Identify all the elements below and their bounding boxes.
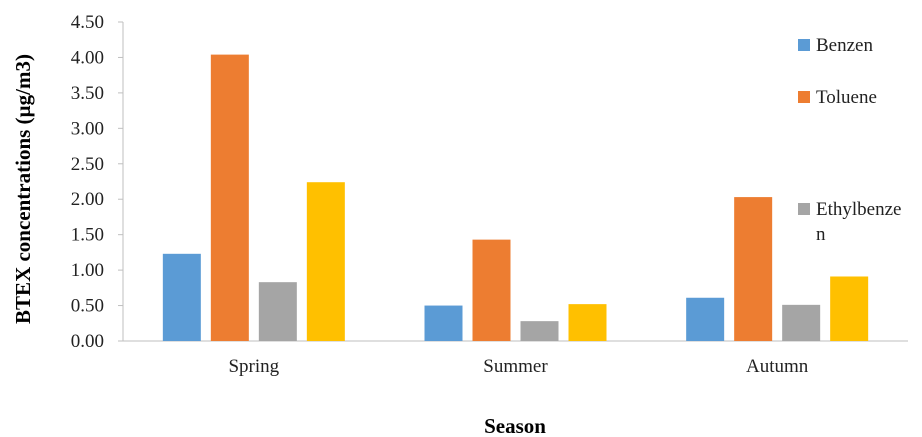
bar — [472, 239, 511, 341]
y-axis-title: BTEX concentrations (µg/m3) — [11, 54, 35, 324]
y-axis: 0.00 0.50 1.00 1.50 2.00 2.50 3.00 3.50 4.00 4.50 — [71, 12, 124, 352]
y-tick-label: 4.00 — [71, 47, 104, 68]
bar — [210, 54, 249, 342]
bar — [306, 182, 345, 341]
x-category-label: Spring — [228, 356, 279, 377]
y-tick-label: 4.50 — [71, 12, 104, 33]
x-category-label: Autumn — [746, 356, 809, 377]
bar — [686, 297, 725, 341]
y-tick-label: 3.00 — [71, 118, 104, 139]
bar — [520, 321, 559, 341]
bar — [782, 304, 821, 341]
legend-label: Toluene — [816, 87, 877, 108]
category-labels: Spring Summer Autumn — [228, 356, 808, 377]
legend-label: Benzen — [816, 35, 873, 56]
bar — [830, 276, 869, 341]
bar — [258, 282, 297, 341]
y-tick-label: 1.00 — [71, 260, 104, 281]
bar — [568, 304, 607, 341]
bars — [162, 54, 869, 342]
legend-label: n — [816, 224, 826, 245]
y-tick-label: 1.50 — [71, 225, 104, 246]
y-tick-label: 2.00 — [71, 189, 104, 210]
y-tick-label: 3.50 — [71, 83, 104, 104]
bar — [734, 197, 773, 341]
bar — [424, 305, 463, 341]
legend-swatch — [798, 39, 810, 51]
x-category-label: Summer — [483, 356, 548, 377]
legend-swatch — [798, 203, 810, 215]
y-tick-label: 2.50 — [71, 154, 104, 175]
legend: Benzen Toluene Ethylbenze n — [798, 35, 901, 245]
legend-label: Ethylbenze — [816, 199, 901, 220]
y-tick-label: 0.00 — [71, 331, 104, 352]
bar — [162, 253, 201, 341]
legend-swatch — [798, 91, 810, 103]
x-axis-title: Season — [484, 414, 546, 437]
y-tick-label: 0.50 — [71, 296, 104, 317]
